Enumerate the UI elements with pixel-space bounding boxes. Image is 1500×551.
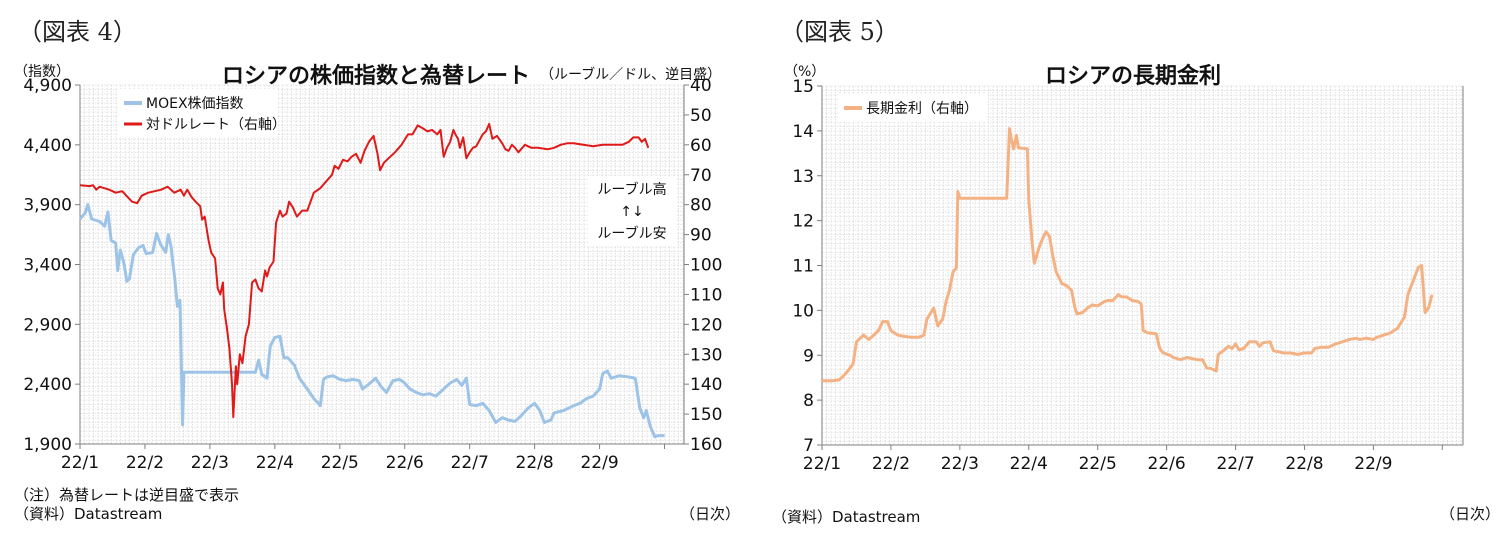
- chart-5-left-unit: （%）: [784, 64, 826, 80]
- y-right-tick-label: 140: [690, 375, 722, 395]
- x-tick-label: 22/8: [516, 453, 554, 473]
- x-tick-label: 22/1: [803, 454, 841, 474]
- chart-4-footnote: （注）為替レートは逆目盛で表示: [14, 486, 240, 504]
- legend-box: [838, 94, 988, 122]
- legend-label: 対ドルレート（右軸）: [146, 117, 286, 133]
- chart-5-grid: [821, 85, 1463, 445]
- x-tick-label: 22/5: [1079, 454, 1117, 474]
- x-tick-label: 22/2: [126, 453, 164, 473]
- y-left-tick-label: 2,900: [23, 315, 72, 335]
- annotation-bottom-text: ルーブル安: [597, 225, 666, 242]
- y-left-tick-label: 12: [792, 212, 814, 232]
- legend-box: [118, 89, 278, 137]
- y-right-tick-label: 70: [690, 166, 712, 186]
- legend-label: MOEX株価指数: [146, 96, 244, 112]
- x-tick-label: 22/2: [872, 454, 910, 474]
- chart-4-left-unit: （指数）: [14, 64, 70, 80]
- x-tick-label: 22/9: [1354, 454, 1392, 474]
- y-left-tick-label: 14: [792, 122, 814, 142]
- y-left-tick-label: 8: [803, 391, 814, 411]
- chart-4-plot: 4,900 4,400 3,900 3,400 2,900 2,400 1,900 40 50 6…: [23, 76, 722, 473]
- x-tick-label: 22/3: [941, 454, 979, 474]
- legend-label: 長期金利（右軸）: [866, 101, 978, 117]
- x-tick-label: 22/8: [1285, 454, 1323, 474]
- fx-series-line: [79, 122, 650, 419]
- y-left-tick-label: 1,900: [23, 435, 72, 455]
- y-right-tick-label: 50: [690, 106, 712, 126]
- y-right-tick-label: 60: [690, 136, 712, 156]
- y-right-tick-label: 160: [690, 435, 722, 455]
- y-right-tick-label: 90: [690, 226, 712, 246]
- x-tick-label: 22/7: [1216, 454, 1254, 474]
- y-left-tick-label: 13: [792, 167, 814, 187]
- x-tick-label: 22/9: [580, 453, 618, 473]
- y-right-tick-label: 130: [690, 345, 722, 365]
- y-left-tick-label: 11: [792, 257, 814, 277]
- x-tick-label: 22/3: [191, 453, 229, 473]
- chart-5-plot-area: [822, 86, 1463, 445]
- annotation-top-text: ルーブル高: [597, 181, 666, 198]
- y-left-tick-label: 7: [803, 436, 814, 456]
- chart-4-x-unit: （日次）: [680, 505, 741, 523]
- x-tick-label: 22/4: [256, 453, 294, 473]
- y-right-tick-label: 100: [690, 256, 722, 276]
- y-right-tick-label: 120: [690, 315, 722, 335]
- bond-yield-series-line: [822, 127, 1434, 383]
- chart-4-title-note: （ルーブル／ドル、逆目盛）: [540, 67, 722, 83]
- annotation-arrow: ↑↓: [620, 204, 643, 220]
- chart-4-source: （資料）Datastream: [14, 505, 163, 523]
- x-tick-label: 22/4: [1010, 454, 1048, 474]
- moex-series-line: [78, 203, 665, 439]
- currency-direction-annotation: ルーブル高 ↑↓ ルーブル安: [588, 176, 676, 246]
- x-tick-label: 22/7: [451, 453, 489, 473]
- x-tick-label: 22/5: [321, 453, 359, 473]
- y-right-tick-label: 110: [690, 285, 722, 305]
- y-left-tick-label: 3,400: [23, 256, 72, 276]
- y-right-tick-label: 150: [690, 405, 722, 425]
- y-right-tick-label: 40: [690, 76, 712, 96]
- y-left-tick-label: 15: [792, 77, 814, 97]
- figure-5-label: （図表 5）: [780, 18, 899, 46]
- y-left-tick-label: 4,900: [23, 76, 72, 96]
- chart-5-x-unit: （日次）: [1440, 505, 1500, 523]
- y-left-tick-label: 2,400: [23, 375, 72, 395]
- x-tick-label: 22/1: [61, 453, 99, 473]
- figure-4-label: （図表 4）: [18, 18, 137, 46]
- y-left-tick-label: 3,900: [23, 196, 72, 216]
- y-left-tick-label: 9: [803, 346, 814, 366]
- x-tick-label: 22/6: [1148, 454, 1186, 474]
- chart-5-plot: 15 14 13 12 11 10 9 8 722/1 22/2 22/3 22/4 22/5 22/6 2…: [792, 77, 1464, 474]
- annotation-box: [588, 176, 676, 246]
- chart-5-title: ロシアの長期金利: [1045, 64, 1222, 89]
- y-left-tick-label: 10: [792, 301, 814, 321]
- y-left-tick-label: 4,400: [23, 136, 72, 156]
- chart-5-legend: 長期金利（右軸）: [838, 94, 988, 122]
- chart-5-source: （資料）Datastream: [772, 508, 921, 526]
- y-right-tick-label: 80: [690, 196, 712, 216]
- x-tick-label: 22/6: [386, 453, 424, 473]
